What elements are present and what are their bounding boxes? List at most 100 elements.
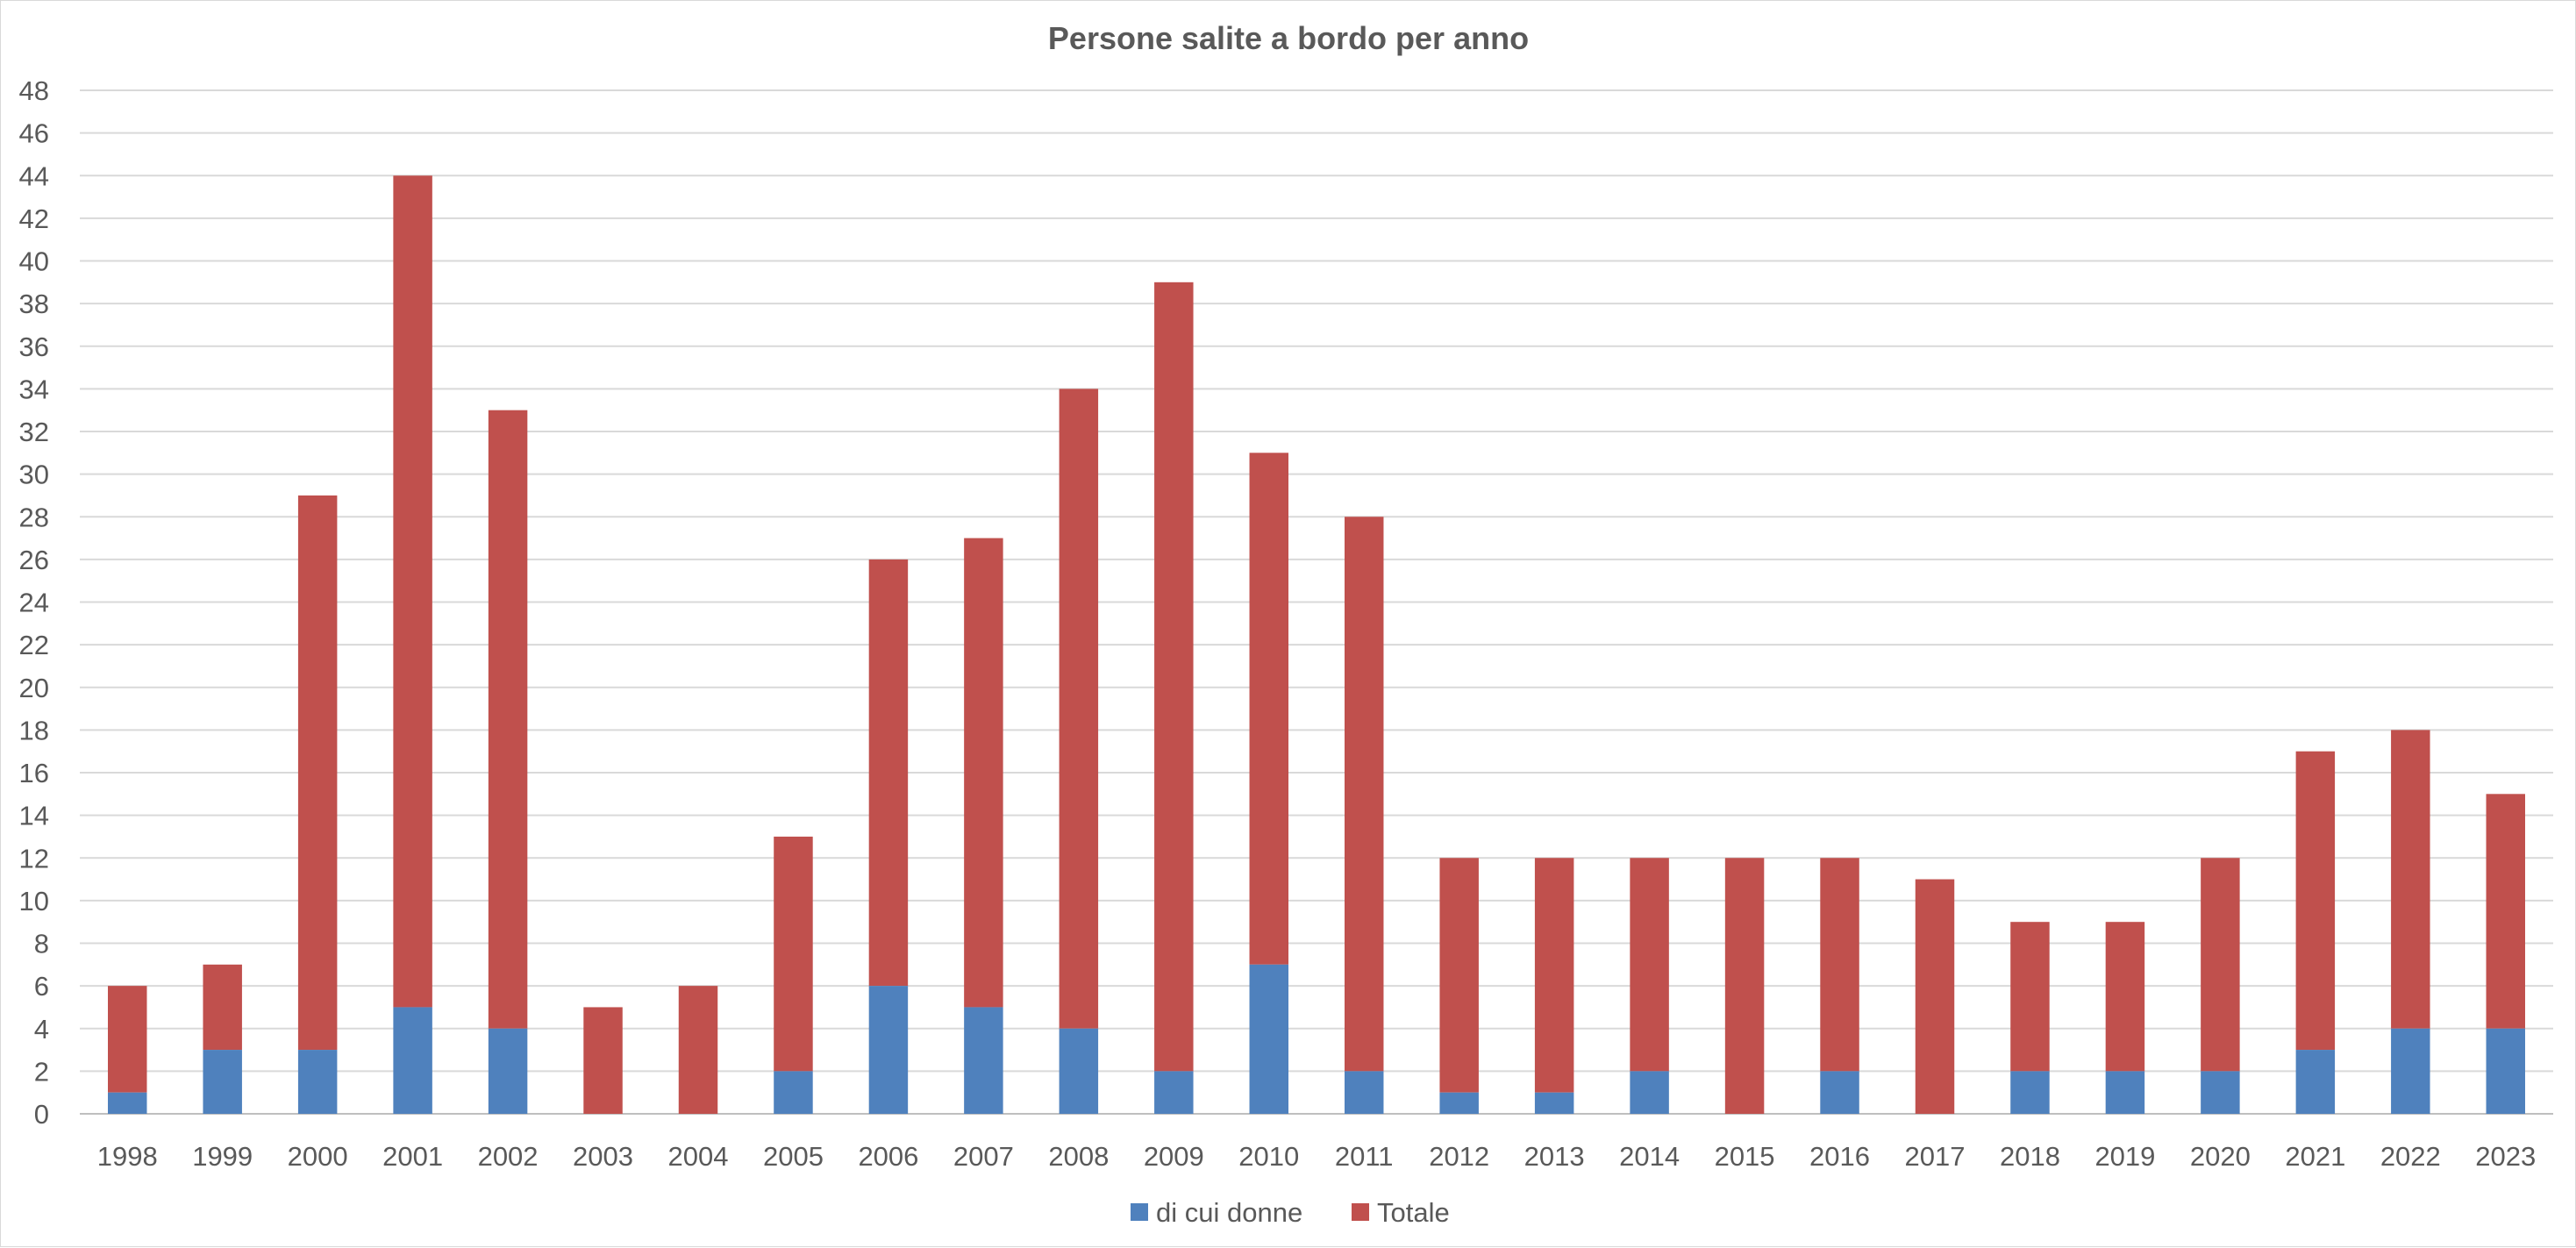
- bar-totale-2012: [1439, 858, 1479, 1093]
- y-tick-label: 46: [19, 118, 49, 149]
- bar-totale-1998: [107, 986, 147, 1093]
- bar-totale-2000: [297, 495, 338, 1051]
- y-tick-label: 10: [19, 886, 49, 916]
- x-tick-label: 2003: [573, 1141, 633, 1172]
- bar-totale-2017: [1915, 879, 1955, 1114]
- bar-totale-2014: [1630, 858, 1669, 1072]
- y-tick-label: 8: [34, 929, 49, 959]
- bar-donne-2022: [2391, 1028, 2430, 1114]
- bar-totale-2020: [2201, 858, 2240, 1072]
- x-tick-label: 2001: [382, 1141, 443, 1172]
- chart-title: Persone salite a bordo per anno: [1048, 20, 1529, 56]
- x-tick-label: 2006: [858, 1141, 918, 1172]
- bar-totale-2010: [1249, 453, 1289, 965]
- y-tick-label: 48: [19, 75, 49, 106]
- x-tick-label: 2000: [288, 1141, 348, 1172]
- bar-donne-2008: [1059, 1028, 1099, 1114]
- x-tick-label: 2017: [1905, 1141, 1966, 1172]
- legend-swatch: [1352, 1203, 1369, 1221]
- y-tick-label: 16: [19, 758, 49, 788]
- x-tick-label: 2016: [1809, 1141, 1870, 1172]
- bar-donne-2006: [868, 986, 909, 1114]
- x-axis-ticks: 1998 1999 2000 2001 2002 2003 2004 2005 2006 2007…: [97, 1141, 2537, 1172]
- y-tick-label: 34: [19, 374, 49, 404]
- bar-donne-2010: [1249, 964, 1289, 1114]
- bar-totale-2013: [1534, 858, 1574, 1093]
- x-tick-label: 2011: [1335, 1141, 1394, 1172]
- bar-totale-2011: [1344, 517, 1384, 1072]
- y-tick-label: 40: [19, 246, 49, 277]
- bar-donne-2013: [1534, 1092, 1574, 1114]
- y-tick-label: 24: [19, 588, 49, 618]
- y-tick-label: 22: [19, 630, 49, 660]
- x-tick-label: 2023: [2475, 1141, 2536, 1172]
- bar-totale-2008: [1059, 389, 1099, 1029]
- bar-totale-2019: [2105, 922, 2145, 1072]
- y-axis-ticks: 0246810121416182022242628303234363840424…: [19, 75, 49, 1130]
- legend-label: Totale: [1377, 1197, 1450, 1228]
- bar-totale-2007: [964, 538, 1003, 1008]
- bar-totale-2002: [488, 410, 528, 1029]
- y-tick-label: 18: [19, 715, 49, 745]
- bar-donne-2002: [488, 1028, 528, 1114]
- bar-totale-2021: [2295, 751, 2336, 1051]
- bar-donne-2001: [393, 1007, 432, 1114]
- bar-donne-2016: [1820, 1071, 1859, 1114]
- y-tick-label: 26: [19, 545, 49, 575]
- legend-label: di cui donne: [1156, 1197, 1302, 1228]
- bar-donne-2012: [1439, 1092, 1479, 1114]
- y-tick-label: 30: [19, 460, 49, 490]
- x-tick-label: 2007: [953, 1141, 1014, 1172]
- x-tick-label: 2018: [2000, 1141, 2060, 1172]
- x-tick-label: 2015: [1715, 1141, 1775, 1172]
- bar-donne-2009: [1154, 1071, 1194, 1114]
- y-tick-label: 2: [34, 1056, 49, 1087]
- bar-totale-2006: [868, 559, 909, 987]
- y-tick-label: 28: [19, 502, 49, 532]
- x-tick-label: 1999: [192, 1141, 253, 1172]
- y-tick-label: 32: [19, 417, 49, 447]
- x-tick-label: 2004: [668, 1141, 729, 1172]
- bar-totale-2005: [774, 836, 813, 1072]
- bar-donne-2007: [964, 1007, 1003, 1114]
- y-tick-label: 44: [19, 160, 49, 191]
- x-tick-label: 2010: [1238, 1141, 1299, 1172]
- legend: di cui donne Totale: [1131, 1197, 1450, 1228]
- bar-totale-2023: [2486, 794, 2526, 1029]
- y-tick-label: 0: [34, 1099, 49, 1130]
- bar-donne-1998: [107, 1092, 147, 1114]
- x-tick-label: 2013: [1524, 1141, 1585, 1172]
- bar-totale-2004: [678, 986, 718, 1114]
- x-tick-label: 2009: [1144, 1141, 1204, 1172]
- y-tick-label: 12: [19, 843, 49, 874]
- bars: [107, 175, 2526, 1114]
- y-tick-label: 36: [19, 332, 49, 362]
- bar-totale-2015: [1724, 858, 1765, 1114]
- bar-donne-2021: [2295, 1050, 2336, 1114]
- x-tick-label: 2014: [1619, 1141, 1680, 1172]
- x-tick-label: 2020: [2190, 1141, 2251, 1172]
- bar-donne-2000: [297, 1050, 338, 1114]
- bar-totale-2018: [2010, 922, 2050, 1072]
- bar-donne-2005: [774, 1071, 813, 1114]
- x-tick-label: 2012: [1429, 1141, 1489, 1172]
- y-tick-label: 20: [19, 673, 49, 703]
- bar-donne-2020: [2201, 1071, 2240, 1114]
- x-tick-label: 2002: [478, 1141, 539, 1172]
- bar-donne-2011: [1344, 1071, 1384, 1114]
- y-tick-label: 38: [19, 289, 49, 319]
- bar-donne-2014: [1630, 1071, 1669, 1114]
- gridlines: [80, 89, 2553, 1115]
- x-tick-label: 2021: [2285, 1141, 2345, 1172]
- legend-swatch: [1131, 1203, 1148, 1221]
- bar-totale-2003: [583, 1007, 623, 1114]
- bar-donne-2018: [2010, 1071, 2050, 1114]
- bar-totale-1999: [203, 964, 242, 1051]
- y-tick-label: 6: [34, 971, 49, 1002]
- bar-donne-2019: [2105, 1071, 2145, 1114]
- x-tick-label: 2019: [2094, 1141, 2155, 1172]
- y-tick-label: 42: [19, 203, 49, 234]
- x-tick-label: 2008: [1048, 1141, 1109, 1172]
